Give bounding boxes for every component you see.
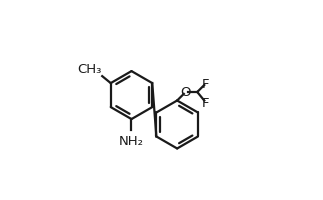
Text: F: F [202,78,210,91]
Text: CH₃: CH₃ [77,62,101,75]
Text: O: O [181,86,191,99]
Text: F: F [202,96,210,109]
Text: NH₂: NH₂ [119,134,144,147]
